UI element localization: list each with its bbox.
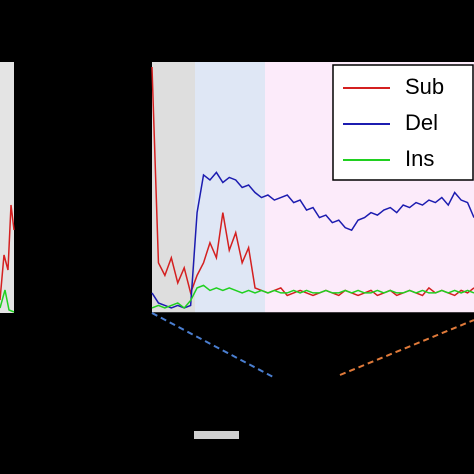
line-series bbox=[151, 171, 474, 309]
region-blue bbox=[195, 62, 265, 313]
line-series bbox=[151, 284, 474, 310]
zoom-line bbox=[339, 319, 474, 376]
legend-label: Del bbox=[405, 110, 438, 135]
left-panel bbox=[0, 62, 14, 313]
line-series bbox=[151, 66, 474, 297]
scale-bar bbox=[194, 431, 239, 439]
left-sub bbox=[0, 204, 15, 301]
region-gray bbox=[152, 62, 195, 313]
zoom-line bbox=[151, 312, 276, 379]
legend-label: Ins bbox=[405, 146, 434, 171]
legend bbox=[332, 64, 474, 181]
left-ins bbox=[0, 289, 15, 313]
legend-label: Sub bbox=[405, 74, 444, 99]
